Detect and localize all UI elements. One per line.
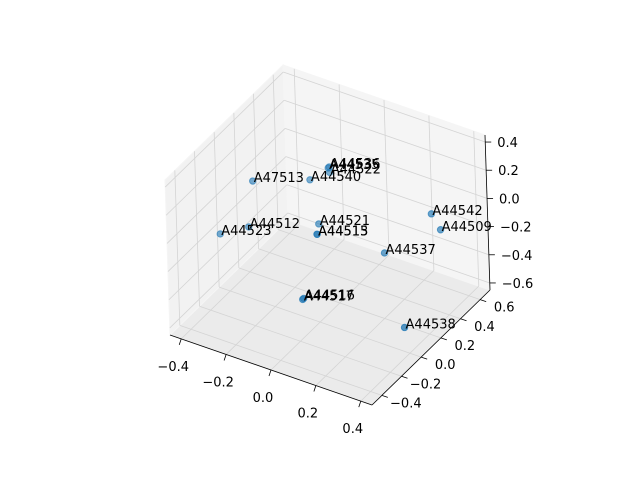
z-tick-label: 0.0	[499, 192, 520, 207]
y-tick-label: 0.2	[454, 339, 475, 354]
x-tick-label: −0.2	[202, 375, 234, 390]
tick-mark	[178, 338, 182, 346]
grid-line	[428, 115, 435, 271]
x-tick-label: 0.0	[253, 391, 274, 406]
z-tick-label: −0.4	[501, 249, 533, 264]
point-label: A44542	[432, 204, 482, 219]
point	[313, 230, 321, 238]
grid-line	[168, 184, 288, 301]
grid-line	[194, 151, 200, 307]
point-label: A44521	[320, 214, 370, 229]
point-label: A44536	[330, 157, 380, 172]
tick-mark	[313, 385, 317, 392]
tick-mark	[401, 375, 408, 379]
point-label: A44535	[329, 158, 379, 173]
grid-line	[285, 156, 489, 227]
point	[245, 223, 253, 231]
point	[400, 323, 409, 332]
y-tick-label: 0.0	[435, 358, 456, 373]
point	[380, 249, 389, 257]
tick-mark	[440, 337, 447, 341]
grid-line	[253, 93, 259, 249]
grid-line	[284, 99, 487, 171]
z-tick-label: 0.2	[498, 164, 519, 179]
grid-line	[473, 131, 480, 287]
grid-line	[164, 71, 284, 188]
tick-mark	[358, 400, 362, 408]
tick-mark	[268, 369, 272, 377]
x-tick-label: 0.2	[298, 407, 319, 422]
grid-line	[278, 229, 481, 300]
grid-line	[219, 286, 422, 358]
grid-line	[286, 184, 489, 256]
grid-line	[166, 128, 286, 244]
grid-line	[165, 99, 285, 216]
grid-line	[174, 170, 181, 326]
point-label: A44512	[250, 217, 300, 232]
tick-mark	[381, 395, 388, 398]
grid-line	[338, 84, 345, 240]
y-tick-label: −0.2	[410, 377, 442, 392]
point	[298, 295, 307, 304]
tick-mark	[460, 318, 467, 322]
point-label: A44515	[318, 224, 368, 239]
tick-mark	[480, 299, 487, 302]
tick-mark	[223, 354, 227, 361]
y-tick-label: 0.6	[494, 301, 515, 316]
point	[427, 210, 436, 218]
point	[315, 220, 323, 228]
point-label: A44540	[311, 170, 361, 185]
grid-line	[167, 156, 287, 272]
point	[326, 168, 334, 177]
point-label: A44537	[386, 243, 436, 258]
grid-line	[293, 68, 300, 224]
x-axis-line	[169, 334, 373, 406]
point	[216, 230, 224, 238]
z-tick-label: 0.4	[497, 136, 518, 151]
point-label: A44523	[221, 224, 271, 239]
y-tick-label: −0.4	[390, 396, 422, 411]
z-tick-label: −0.6	[502, 277, 534, 292]
grid-line	[169, 212, 289, 329]
grid-line	[360, 285, 480, 402]
grid-line	[284, 128, 488, 199]
x-tick-label: 0.4	[342, 422, 363, 437]
grid-line	[315, 270, 435, 386]
grid-line	[233, 112, 240, 268]
x-tick-label: −0.4	[157, 360, 189, 375]
point-label: A44516	[305, 288, 355, 303]
z-tick-label: −0.2	[500, 221, 532, 236]
point-label: A44517	[304, 289, 354, 304]
grid-line	[383, 99, 390, 256]
point-label: A44538	[406, 317, 456, 332]
grid-line	[179, 325, 382, 396]
tick-mark	[421, 356, 428, 360]
grid-line	[270, 254, 390, 371]
grid-line	[180, 223, 300, 340]
grid-line	[199, 305, 402, 377]
point	[306, 176, 314, 184]
y-tick-label: 0.4	[474, 320, 495, 335]
point	[249, 177, 257, 185]
point	[436, 226, 445, 234]
z-axis-line	[484, 134, 491, 291]
grid-line	[272, 74, 279, 230]
grid-line	[258, 248, 461, 320]
point-label: A44522	[331, 162, 381, 177]
grid-line	[225, 239, 345, 355]
grid-line	[213, 132, 220, 288]
point-label: A44509	[442, 220, 492, 235]
point-label: A44513	[318, 224, 368, 239]
point-label: A47513	[254, 171, 304, 186]
grid-line	[283, 71, 486, 143]
y-axis-line	[371, 289, 491, 406]
